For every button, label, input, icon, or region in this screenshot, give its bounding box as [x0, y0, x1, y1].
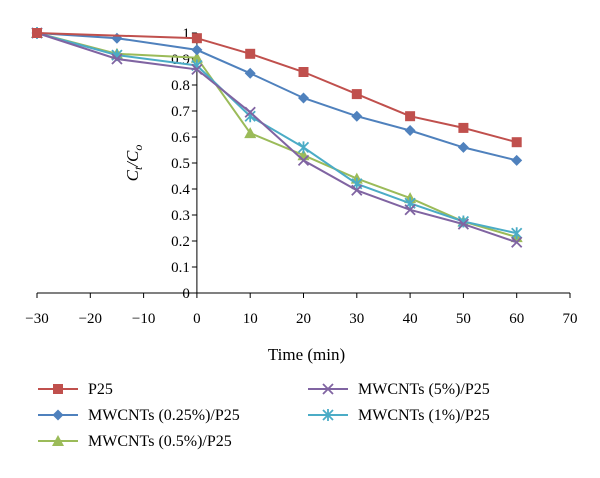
y-axis-title-main: C: [123, 169, 142, 181]
data-point: [404, 204, 416, 216]
data-point: [298, 92, 309, 104]
x-tick-label: 10: [243, 311, 258, 327]
legend-marker: [322, 383, 334, 395]
y-tick-label: 0.8: [171, 78, 190, 94]
data-point: [458, 122, 469, 133]
x-tick-label: 20: [296, 311, 311, 327]
legend-label: MWCNTs (1%)/P25: [358, 407, 490, 424]
y-tick-label: 0.2: [171, 234, 190, 250]
legend-marker: [322, 409, 334, 421]
series-line: [36, 32, 518, 244]
data-point: [298, 67, 309, 77]
x-tick-label: 60: [509, 311, 524, 327]
data-point: [405, 111, 416, 122]
legend-label: MWCNTs (0.25%)/P25: [88, 407, 240, 424]
x-tick-label: 40: [403, 311, 418, 327]
data-point: [244, 127, 257, 139]
y-tick-label: 0.3: [171, 208, 190, 224]
legend-item: P25: [38, 381, 113, 398]
legend: P25 MWCNTs (5%)/P25 MWCNTs (0.25%)/P25 MWCN…: [38, 381, 490, 450]
x-tick-label: −20: [79, 311, 102, 327]
legend-label: MWCNTs (5%)/P25: [358, 381, 490, 398]
series-2: [31, 27, 523, 243]
legend-marker: [53, 384, 63, 394]
legend-item: MWCNTs (0.25%)/P25: [38, 407, 240, 424]
x-tick-label: −30: [25, 311, 48, 327]
y-tick-label: 0.6: [171, 130, 190, 146]
data-point: [351, 89, 362, 100]
y-tick-label: 0.4: [171, 182, 190, 198]
y-axis-title-sub1: t: [131, 166, 145, 170]
plot-area: −30 −20 −10 0 10 20 30 40 50 60 70 0 0.1 0.2 0.3 0.4 0.…: [25, 26, 577, 327]
data-point: [404, 125, 416, 136]
y-tick-label: 0.7: [171, 104, 190, 120]
y-tick-label: 1: [182, 26, 190, 42]
data-point: [244, 106, 256, 118]
x-tick-label: 70: [563, 311, 578, 327]
data-point: [351, 110, 363, 122]
data-point: [32, 28, 42, 38]
y-tick-label: 0.1: [171, 260, 190, 276]
legend-label: P25: [88, 381, 113, 398]
y-tick-label: 0.5: [171, 156, 190, 172]
data-point: [111, 32, 123, 44]
data-point: [244, 67, 256, 79]
data-point: [190, 51, 203, 63]
data-point: [511, 227, 523, 240]
x-tick-label: 50: [456, 311, 471, 327]
data-point: [191, 44, 203, 56]
x-axis-title: Time (min): [268, 345, 345, 364]
data-point: [297, 154, 310, 167]
legend-marker: [52, 409, 64, 421]
data-point: [511, 154, 523, 166]
data-point: [511, 137, 522, 148]
x-ticks: −30 −20 −10 0 10 20 30 40 50 60 70: [25, 293, 578, 327]
legend-marker: [52, 435, 64, 446]
data-point: [191, 33, 202, 44]
y-axis-title-sub2: o: [131, 145, 145, 151]
data-point: [351, 184, 363, 196]
legend-item: MWCNTs (0.5%)/P25: [38, 433, 232, 450]
data-point: [457, 218, 470, 230]
series-line: [36, 32, 517, 144]
data-point: [297, 141, 310, 154]
data-point: [457, 141, 469, 153]
series-layer: [31, 27, 523, 248]
legend-item: MWCNTs (1%)/P25: [308, 407, 490, 424]
y-tick-label: 0: [182, 286, 190, 302]
legend-item: MWCNTs (5%)/P25: [308, 381, 490, 398]
legend-label: MWCNTs (0.5%)/P25: [88, 433, 232, 450]
series-4: [31, 27, 523, 240]
data-point: [111, 53, 123, 65]
data-point: [191, 63, 203, 76]
y-axis-title: Ct/Co: [123, 145, 145, 182]
x-tick-label: 0: [193, 311, 201, 327]
y-ticks: 00.10.20.30.40.50.60.70.80.91: [171, 26, 197, 302]
series-0: [32, 28, 522, 148]
x-tick-label: −10: [132, 311, 155, 327]
x-tick-label: 30: [349, 311, 364, 327]
y-axis-title-slash: /C: [123, 150, 142, 168]
data-point: [245, 48, 256, 59]
data-point: [511, 236, 523, 248]
